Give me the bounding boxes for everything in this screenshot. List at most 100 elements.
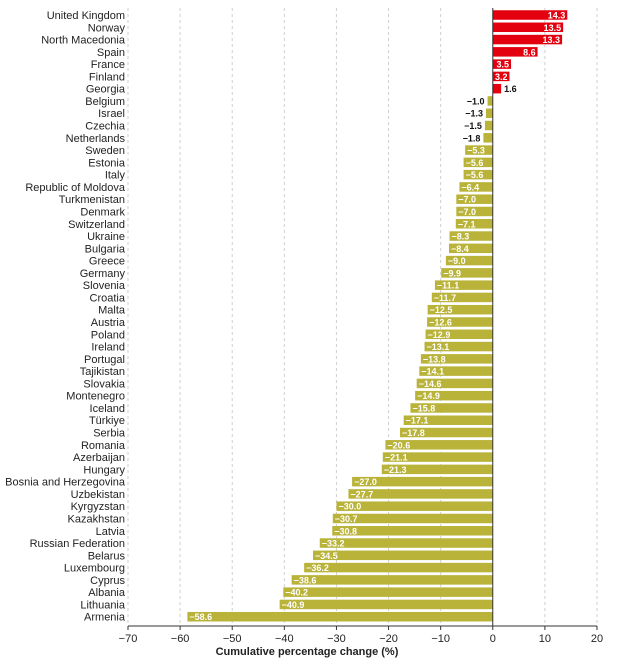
bar <box>403 415 493 425</box>
category-label: Kazakhstan <box>68 513 125 525</box>
bar <box>487 96 493 106</box>
bar <box>492 22 564 33</box>
value-label: −5.6 <box>466 170 484 180</box>
value-labels: 14.3 13.5 13.3 8.6 3.5 3.2 1.6 −1.0 −1.3 −1.5 −1.8… <box>189 11 565 623</box>
bar <box>492 47 538 57</box>
bar <box>449 231 493 241</box>
category-label: Latvia <box>96 526 126 538</box>
category-label: North Macedonia <box>41 35 126 47</box>
value-label: −14.6 <box>419 379 442 389</box>
bars <box>187 10 568 622</box>
bar <box>312 550 493 561</box>
category-label: Portugal <box>84 354 125 366</box>
category-label: Israel <box>98 108 125 120</box>
category-label: Denmark <box>80 206 125 218</box>
value-label: −7.1 <box>458 219 476 229</box>
category-label: Armenia <box>84 612 126 624</box>
bar <box>445 255 493 266</box>
value-label: 3.5 <box>497 60 510 70</box>
category-label: Albania <box>88 587 126 599</box>
category-label: Iceland <box>90 403 125 415</box>
bar <box>416 378 493 389</box>
gridlines <box>127 8 598 626</box>
category-label: France <box>91 59 125 71</box>
value-label: −9.0 <box>448 256 466 266</box>
bar <box>427 304 493 315</box>
value-label: −7.0 <box>458 195 476 205</box>
bar <box>415 390 493 401</box>
value-label: 3.2 <box>495 72 508 82</box>
value-label: −15.8 <box>412 403 435 413</box>
bar <box>336 501 493 511</box>
bar <box>332 513 493 524</box>
value-label: −12.9 <box>428 330 451 340</box>
value-label: 14.3 <box>548 11 566 21</box>
bar <box>332 526 493 536</box>
bar <box>279 599 493 610</box>
value-label: −1.3 <box>465 109 483 119</box>
value-label: −30.7 <box>335 514 358 524</box>
value-label: −1.8 <box>463 133 481 143</box>
category-label: Bosnia and Herzegovina <box>5 477 126 489</box>
bar <box>492 59 512 69</box>
value-label: −8.3 <box>452 232 470 242</box>
bar <box>352 476 493 487</box>
bar <box>459 182 493 192</box>
bar <box>427 317 493 327</box>
x-tick-label: −20 <box>379 633 398 645</box>
bar <box>319 538 493 548</box>
bar <box>463 169 493 180</box>
value-label: −13.1 <box>427 342 450 352</box>
bar <box>431 292 493 303</box>
bar <box>486 108 493 118</box>
bar <box>492 83 502 94</box>
x-tick-label: −60 <box>171 633 190 645</box>
category-label: Sweden <box>85 145 125 157</box>
bar <box>187 611 493 622</box>
value-label: −30.0 <box>338 502 361 512</box>
category-label: Greece <box>89 256 125 268</box>
value-label: 13.5 <box>544 23 562 33</box>
bar <box>348 489 493 499</box>
category-label: Netherlands <box>66 133 126 145</box>
value-label: −7.0 <box>458 207 476 217</box>
bar <box>382 452 493 462</box>
category-label: Spain <box>97 47 125 59</box>
value-label: −11.7 <box>434 293 456 303</box>
bar <box>283 587 493 597</box>
category-label: Tajikistan <box>80 366 125 378</box>
value-label: −58.6 <box>189 612 212 622</box>
x-tick-label: −10 <box>431 633 450 645</box>
value-label: −1.5 <box>464 121 482 131</box>
value-label: −30.8 <box>334 526 357 536</box>
value-label: −21.1 <box>385 453 408 463</box>
category-label: Uzbekistan <box>71 489 125 501</box>
bar <box>420 354 493 364</box>
bar <box>410 403 493 413</box>
bar <box>484 120 493 131</box>
bar <box>381 464 493 475</box>
category-label: Finland <box>89 71 125 83</box>
category-label: Bulgaria <box>85 243 126 255</box>
category-label: Cyprus <box>90 575 125 587</box>
value-label: −34.5 <box>315 551 338 561</box>
bar <box>385 440 493 450</box>
x-axis: −70 −60 −50 −40 −30 −20 −10 0 10 20 <box>119 625 603 645</box>
x-tick-label: −30 <box>327 633 346 645</box>
value-label: −40.2 <box>285 588 308 598</box>
category-label: Luxembourg <box>64 563 125 575</box>
value-label: −11.1 <box>437 281 459 291</box>
value-label: −1.0 <box>467 96 485 106</box>
bar <box>492 10 568 20</box>
bar <box>424 341 493 352</box>
bar <box>492 71 510 82</box>
category-label: Kyrgyzstan <box>71 501 125 513</box>
x-tick-label: 20 <box>591 633 603 645</box>
category-label: Austria <box>91 317 126 329</box>
bar <box>449 243 493 254</box>
category-label: Lithuania <box>80 599 126 611</box>
category-label: Montenegro <box>66 391 125 403</box>
value-label: −17.8 <box>402 428 425 438</box>
